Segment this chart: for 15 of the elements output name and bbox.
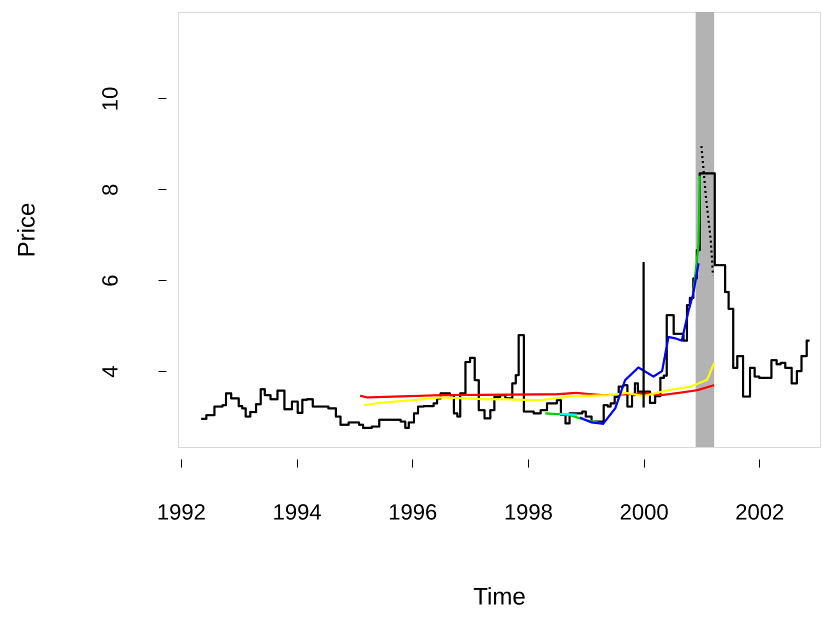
x-tick-label: 2000 [620, 500, 669, 524]
x-axis-title: Time [473, 584, 526, 610]
y-tick-label: 8 [98, 184, 122, 196]
x-tick-label: 1996 [388, 500, 438, 524]
x-tick-label: 1994 [272, 500, 322, 524]
line-series [359, 384, 716, 399]
line-series [578, 262, 700, 425]
y-tick-label: 4 [98, 365, 122, 378]
x-tick-label: 1998 [504, 500, 553, 524]
line-series [363, 362, 716, 406]
y-tick-label: 10 [98, 86, 122, 112]
x-tick-label: 1992 [156, 500, 206, 524]
y-axis-title: Price [14, 202, 40, 258]
y-tick-label: 6 [98, 274, 122, 287]
x-tick-label: 2002 [735, 500, 784, 524]
